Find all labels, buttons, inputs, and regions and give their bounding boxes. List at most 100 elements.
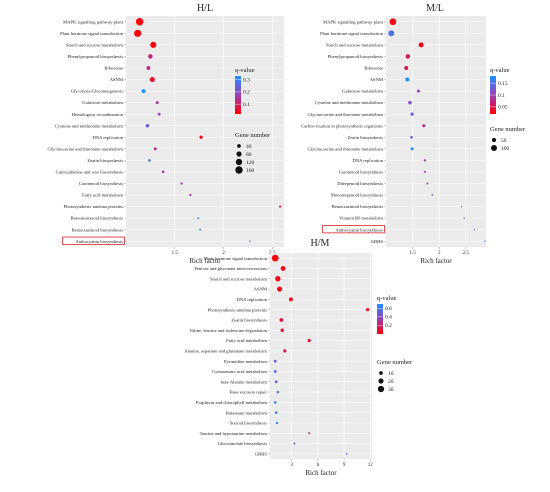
size-legend-label: 50 <box>501 138 507 144</box>
category-label: Cysteine and methionine metabolism <box>55 123 124 128</box>
data-point <box>275 421 279 425</box>
category-label: Cysteine and methionine metabolism <box>315 100 384 105</box>
x-axis-label: Rich factor <box>305 469 337 477</box>
data-point <box>150 41 157 48</box>
data-point <box>426 182 429 185</box>
color-legend-title: q-value <box>235 67 255 74</box>
panel-m-l: M/L MAPK signalling pathway-plant Plant ho… <box>301 3 526 265</box>
data-point <box>146 66 151 70</box>
data-point <box>288 297 293 302</box>
size-legend-label: 80 <box>246 152 252 158</box>
panel-h-l: H/L MAPK signalling pathway-plant Plant ho… <box>47 3 284 265</box>
color-legend-label: 0.1 <box>243 102 250 108</box>
category-label: Glycine,serine and threonine metabolism <box>307 146 383 152</box>
data-point <box>405 54 411 59</box>
data-point <box>416 89 420 93</box>
data-point <box>197 217 200 220</box>
category-label: DNA replication <box>237 297 268 302</box>
category-label: Pentose and gluconate interconversions <box>194 266 267 271</box>
data-point <box>460 205 463 208</box>
category-label: ASNM <box>110 77 123 82</box>
size-legend-dot <box>491 145 497 151</box>
x-axis-label: Rich factor <box>189 257 221 265</box>
category-label: ASNM <box>254 287 267 292</box>
size-legend-label: 100 <box>501 146 510 152</box>
category-label: Valine, leucine and isoleucine degradati… <box>189 328 267 334</box>
data-point <box>388 30 395 37</box>
category-label: Cyanoamino acid metabolism <box>212 369 267 374</box>
category-label: ASNM <box>370 77 383 82</box>
category-label: Carotenoid biosynthesis <box>79 181 123 186</box>
highlight-box <box>62 236 125 245</box>
size-legend-label: 40 <box>246 144 252 150</box>
category-label: GBHS <box>371 239 384 244</box>
category-label: Phenylpropanoid biosynthesis <box>328 54 383 59</box>
color-legend-label: 0.15 <box>498 81 508 87</box>
color-bar <box>377 304 383 334</box>
size-legend-dot <box>379 371 383 375</box>
color-legend-label: 0.3 <box>243 77 250 83</box>
data-point <box>431 194 434 196</box>
data-point <box>148 159 151 162</box>
data-point <box>308 432 311 435</box>
category-label: Steroid biosynthesis <box>230 421 267 426</box>
size-legend-dot <box>378 378 384 384</box>
data-point <box>189 193 192 197</box>
data-point <box>273 401 277 404</box>
category-label: Cutin,suberine and wax biosynthesis <box>56 170 124 176</box>
data-point <box>389 18 397 26</box>
size-legend-dot <box>235 158 243 166</box>
data-point <box>249 240 251 242</box>
highlight-box <box>322 225 385 234</box>
data-point <box>199 135 203 139</box>
category-label: Ribosome <box>104 66 123 71</box>
category-label: Zeatin biosynthesis <box>231 318 267 323</box>
category-label: Carbon fixation in photosynthetic organi… <box>301 123 383 128</box>
size-legend-title: Gene number <box>490 126 526 133</box>
data-point <box>410 147 414 151</box>
color-legend-title: q-value <box>377 295 397 302</box>
data-point <box>141 89 146 94</box>
x-tick-label: 1.5 <box>172 251 179 256</box>
category-label: Diterpenoid biosynthesis <box>337 181 383 186</box>
color-bar <box>235 76 241 114</box>
panel-title: M/L <box>426 3 444 14</box>
data-point <box>276 390 280 394</box>
color-legend-label: 0.6 <box>385 306 392 312</box>
category-label: Starch and sucrose metabolism <box>66 42 123 47</box>
size-legend-title: Gene number <box>377 359 413 366</box>
x-tick-label: 2 <box>222 251 225 256</box>
data-point <box>145 123 150 128</box>
x-axis-label: Rich factor <box>420 257 452 265</box>
size-legend-dot <box>235 166 243 174</box>
size-legend-dot <box>236 151 242 157</box>
size-legend-dot <box>237 144 241 148</box>
size-legend-label: 20 <box>388 379 394 385</box>
category-label: Galactose metabolism <box>342 89 383 94</box>
data-point <box>473 228 475 231</box>
category-label: Photosynthesis-antenna proteins <box>64 204 124 209</box>
category-label: Starch and sucrose metabolism <box>326 42 383 47</box>
category-label: Monoterpenoid biosynthesis <box>331 193 383 198</box>
color-legend-title: q-value <box>490 67 510 74</box>
category-label: DNA replication <box>353 158 384 163</box>
category-label: Homologous recombination <box>72 112 124 117</box>
data-point <box>307 338 311 343</box>
data-point <box>280 266 286 271</box>
color-legend-label: 0.2 <box>385 323 392 329</box>
category-label: Glycolysis/Gluconeogenesis <box>71 89 124 94</box>
panel-title: H/L <box>197 3 213 14</box>
data-point <box>199 228 202 231</box>
data-point <box>274 411 278 414</box>
data-point <box>280 328 284 332</box>
data-point <box>135 18 144 26</box>
data-point <box>404 65 409 70</box>
category-label: Benzoxazinoid biosynthesis <box>332 204 384 209</box>
color-legend-label: 0.2 <box>243 90 250 96</box>
data-point <box>134 29 142 37</box>
data-point <box>408 100 412 105</box>
plot-area <box>126 16 284 247</box>
data-point <box>422 124 426 128</box>
category-label: Alanine, aspartate and glutamate metabol… <box>184 348 267 354</box>
category-label: Plant hormone signal transduction <box>320 31 384 36</box>
